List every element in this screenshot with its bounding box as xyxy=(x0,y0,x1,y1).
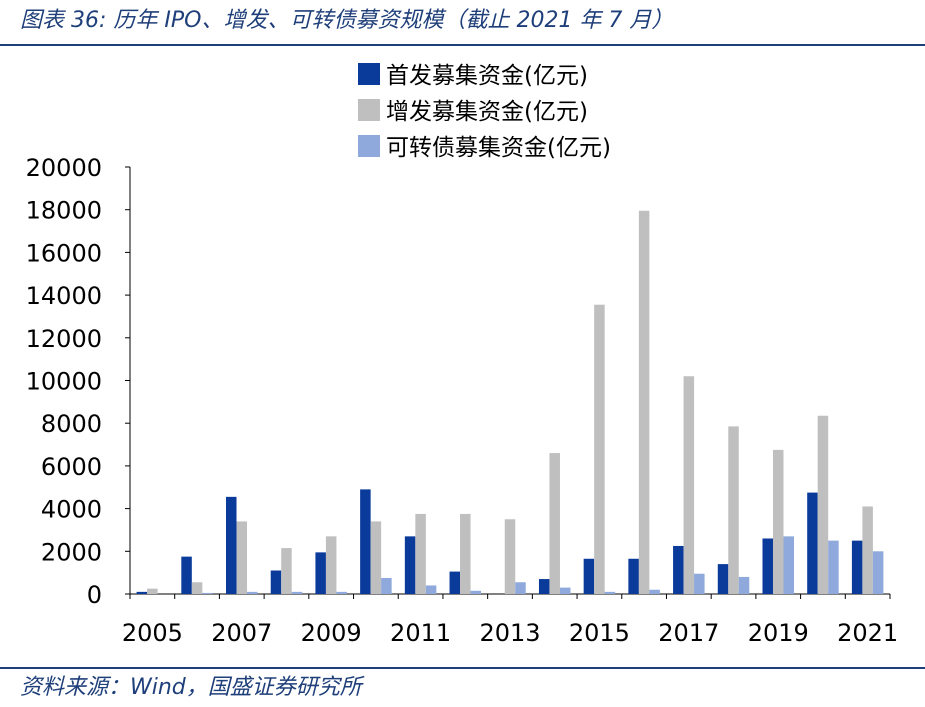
bar-2-2012 xyxy=(460,513,471,594)
bar-3-2006 xyxy=(202,592,213,594)
x-tick-label: 2007 xyxy=(211,619,272,647)
bar-1-2012 xyxy=(449,571,461,594)
bar-3-2009 xyxy=(336,591,347,594)
bar-3-2016 xyxy=(649,589,660,594)
bar-3-2012 xyxy=(470,590,482,594)
bar-1-2005 xyxy=(136,591,148,594)
bars xyxy=(136,210,884,595)
bar-2-2011 xyxy=(415,513,426,594)
y-tick-label: 2000 xyxy=(41,538,102,566)
bar-3-2007 xyxy=(247,591,258,594)
y-tick-label: 0 xyxy=(87,581,102,609)
bar-2-2008 xyxy=(281,548,292,594)
bar-3-2014 xyxy=(559,587,571,594)
legend: 首发募集资金(亿元) 增发募集资金(亿元) 可转债募集资金(亿元) xyxy=(358,63,611,161)
legend-label-2: 增发募集资金(亿元) xyxy=(386,99,588,125)
legend-swatch-1 xyxy=(358,63,380,85)
bar-2-2016 xyxy=(638,210,650,594)
bar-chart: 首发募集资金(亿元) 增发募集资金(亿元) 可转债募集资金(亿元) 0 2000 400… xyxy=(26,63,898,647)
bar-1-2021 xyxy=(851,540,863,595)
bar-2-2009 xyxy=(325,536,337,594)
bar-1-2014 xyxy=(538,579,550,594)
x-tick-label: 2009 xyxy=(301,619,362,647)
y-tick-label: 10000 xyxy=(26,368,102,396)
y-tick-label: 6000 xyxy=(41,453,102,481)
bar-1-2019 xyxy=(762,538,773,594)
bar-2-2017 xyxy=(683,376,695,594)
x-tick-label: 2005 xyxy=(122,619,183,647)
bar-2-2018 xyxy=(728,426,739,594)
bar-1-2016 xyxy=(628,558,639,594)
y-tick-label: 12000 xyxy=(26,325,102,353)
bar-1-2010 xyxy=(360,489,371,594)
bar-3-2017 xyxy=(694,573,705,594)
bar-2-2020 xyxy=(817,415,829,594)
bar-1-2015 xyxy=(583,558,595,594)
legend-swatch-2 xyxy=(358,99,380,121)
bar-1-2020 xyxy=(807,492,818,594)
title-divider xyxy=(0,44,925,46)
bar-1-2011 xyxy=(404,536,416,594)
bar-1-2017 xyxy=(673,545,684,594)
bar-3-2008 xyxy=(291,591,303,594)
bar-3-2015 xyxy=(604,591,616,594)
bar-2-2010 xyxy=(370,521,382,594)
bar-2-2006 xyxy=(191,582,203,594)
x-tick-label: 2015 xyxy=(569,619,630,647)
legend-label-1: 首发募集资金(亿元) xyxy=(386,63,588,89)
legend-label-3: 可转债募集资金(亿元) xyxy=(386,135,611,161)
bar-1-2008 xyxy=(270,570,282,594)
y-tick-label: 8000 xyxy=(41,410,102,438)
bar-3-2013 xyxy=(515,582,526,594)
bar-2-2019 xyxy=(772,449,784,594)
bar-3-2018 xyxy=(738,576,750,594)
bar-1-2007 xyxy=(226,496,237,594)
legend-swatch-3 xyxy=(358,135,380,157)
bar-1-2009 xyxy=(315,552,326,594)
bar-1-2018 xyxy=(717,564,729,594)
x-tick-label: 2011 xyxy=(390,619,451,647)
bar-3-2020 xyxy=(828,540,839,595)
y-tick-label: 4000 xyxy=(41,496,102,524)
bar-2-2021 xyxy=(862,506,873,594)
y-tick-label: 16000 xyxy=(26,239,102,267)
x-tick-label: 2019 xyxy=(748,619,809,647)
bar-2-2014 xyxy=(549,453,560,594)
bar-3-2010 xyxy=(381,577,392,594)
y-tick-label: 14000 xyxy=(26,282,102,310)
x-tick-label: 2017 xyxy=(658,619,719,647)
x-axis: 2005 2007 2009 2011 2013 2015 2017 2019 2021 xyxy=(122,593,898,647)
bar-3-2019 xyxy=(783,536,794,594)
bar-2-2013 xyxy=(504,519,516,594)
bar-2-2005 xyxy=(147,588,158,594)
figure-title: 图表 36: 历年 IPO、增发、可转债募资规模（截止 2021 年 7 月） xyxy=(20,8,674,33)
bar-3-2011 xyxy=(425,585,437,594)
bar-1-2006 xyxy=(181,556,192,594)
bar-3-2021 xyxy=(872,551,884,594)
x-tick-label: 2013 xyxy=(479,619,540,647)
y-tick-label: 20000 xyxy=(26,154,102,182)
bar-2-2015 xyxy=(594,304,605,594)
x-tick-label: 2021 xyxy=(837,619,898,647)
source-note: 资料来源：Wind，国盛证券研究所 xyxy=(20,675,362,700)
bar-2-2007 xyxy=(236,521,248,594)
y-axis: 0 2000 4000 6000 8000 10000 12000 14000 16000 180… xyxy=(26,154,131,609)
y-tick-label: 18000 xyxy=(26,197,102,225)
source-divider xyxy=(0,667,925,669)
